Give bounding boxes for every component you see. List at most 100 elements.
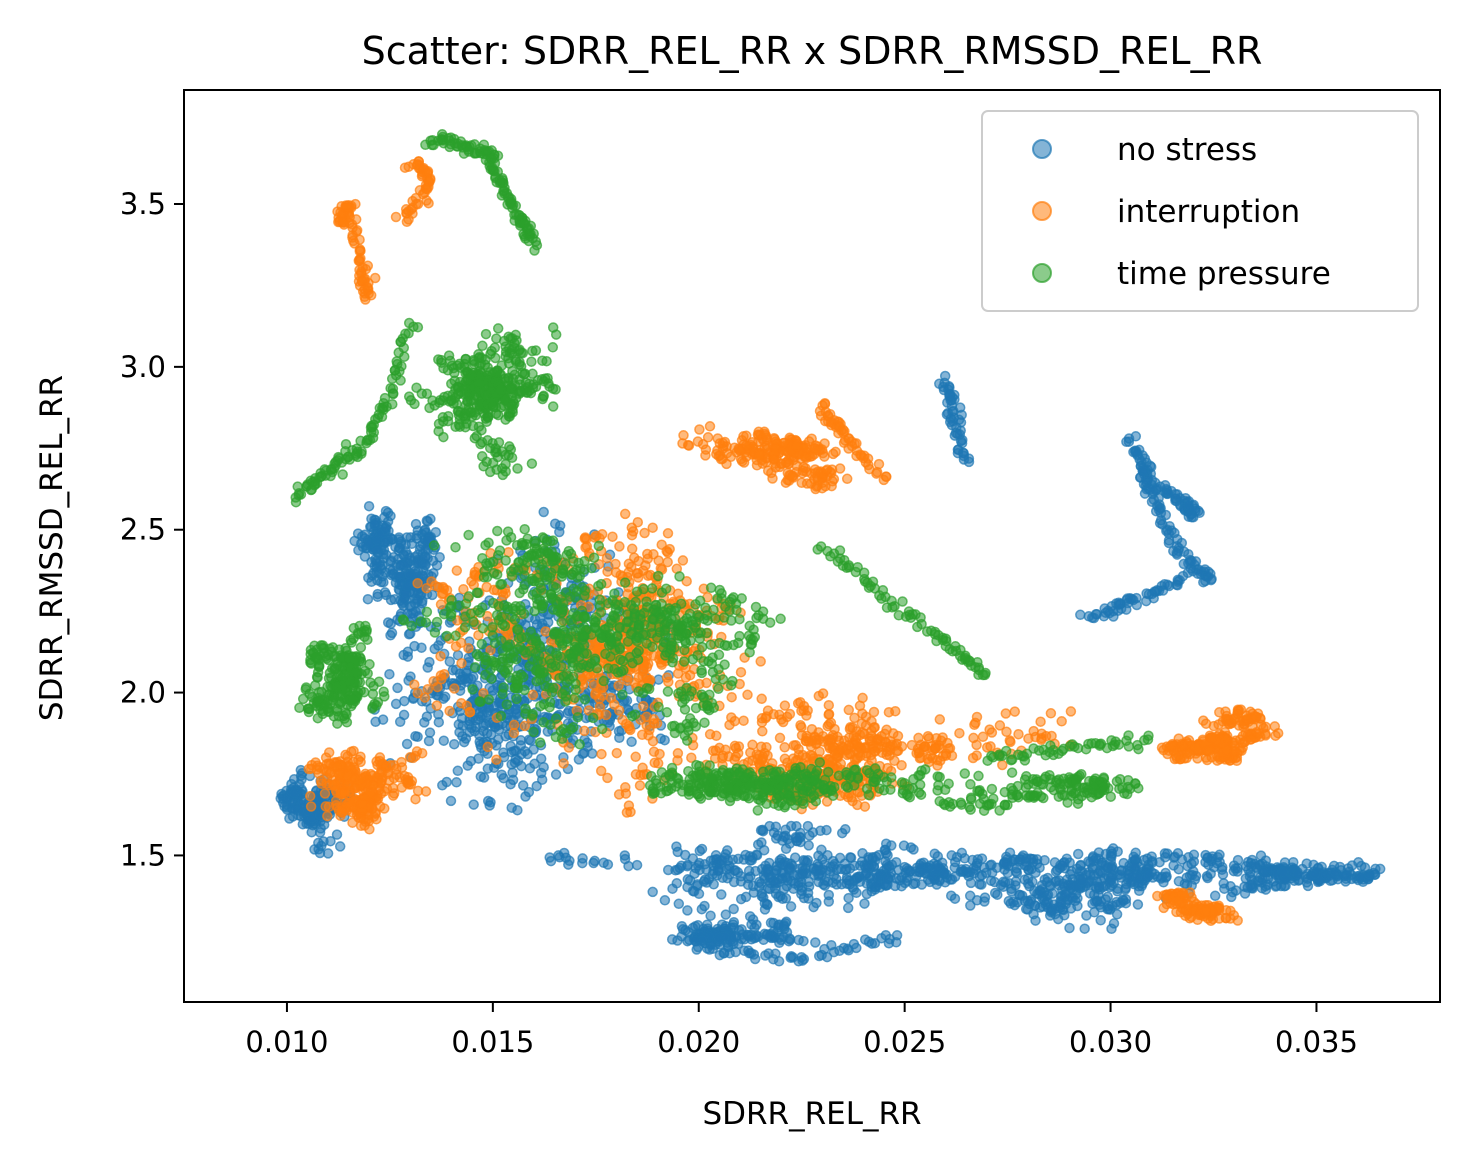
data-point (783, 458, 794, 469)
data-point (901, 875, 913, 887)
data-point (465, 673, 477, 685)
data-point (445, 795, 457, 807)
data-point (1075, 860, 1086, 871)
data-point (579, 725, 590, 737)
data-point (713, 865, 725, 876)
data-point (868, 722, 880, 733)
data-point (1154, 856, 1165, 868)
data-point (409, 679, 420, 690)
data-point (1200, 905, 1212, 917)
data-point (803, 876, 815, 888)
data-point (1106, 872, 1117, 884)
data-point (812, 858, 823, 870)
data-point (1198, 715, 1209, 726)
data-point (744, 855, 756, 866)
data-point (662, 528, 674, 539)
data-point (779, 700, 791, 711)
data-point (1176, 854, 1188, 865)
data-point (564, 855, 575, 867)
data-point (323, 747, 335, 758)
data-point (796, 888, 807, 900)
data-point (779, 742, 790, 753)
data-point (623, 558, 635, 570)
data-point (1005, 736, 1016, 748)
data-point (699, 900, 710, 912)
data-point (363, 500, 375, 512)
data-point (761, 711, 772, 722)
data-point (369, 518, 381, 530)
data-point (1150, 505, 1162, 517)
data-point (1064, 922, 1075, 934)
data-point (809, 464, 821, 475)
data-point (390, 211, 402, 223)
data-point (519, 720, 531, 732)
data-point (359, 551, 371, 562)
data-point (636, 729, 648, 741)
data-point (368, 567, 379, 579)
data-point (730, 946, 741, 958)
data-point (719, 436, 731, 448)
data-point (404, 552, 415, 564)
data-point (1107, 843, 1119, 854)
data-point (989, 876, 1000, 888)
data-point (1247, 883, 1258, 894)
data-point (377, 714, 389, 725)
data-point (468, 799, 479, 810)
data-point (716, 889, 727, 900)
data-point (770, 833, 782, 844)
data-point (720, 909, 732, 920)
data-point (421, 582, 432, 594)
data-point (1162, 748, 1173, 760)
data-point (441, 776, 452, 788)
data-point (876, 741, 888, 752)
data-point (770, 821, 782, 832)
data-point (380, 536, 391, 547)
data-point (1000, 708, 1012, 719)
data-point (563, 742, 575, 753)
data-point (452, 765, 464, 777)
data-point (671, 841, 682, 852)
data-point (638, 700, 649, 712)
data-point (723, 863, 735, 874)
data-point (406, 775, 418, 787)
data-point (1192, 753, 1203, 764)
data-point (761, 929, 772, 940)
data-point (726, 691, 737, 703)
data-point (690, 862, 702, 874)
data-point (710, 850, 722, 861)
data-point (885, 867, 897, 879)
data-point (451, 777, 462, 788)
data-point (577, 857, 588, 869)
data-point (508, 719, 520, 731)
data-point (585, 671, 596, 683)
data-point (1065, 706, 1077, 717)
data-point (1206, 732, 1218, 743)
data-point (1213, 719, 1224, 730)
data-point (447, 664, 459, 676)
data-point (798, 953, 810, 965)
data-point (456, 697, 467, 709)
data-point (1249, 858, 1261, 870)
data-point (956, 864, 967, 875)
data-point (725, 451, 737, 463)
data-point (385, 510, 396, 522)
data-point (1130, 431, 1142, 442)
data-point (1155, 873, 1167, 884)
data-point (970, 864, 982, 875)
data-point (965, 900, 976, 911)
data-point (412, 731, 423, 743)
data-point (756, 693, 767, 705)
data-point (1374, 863, 1386, 875)
data-point (1226, 891, 1237, 903)
data-point (1206, 573, 1217, 585)
data-point (371, 555, 382, 567)
data-point (732, 853, 744, 865)
data-point (385, 630, 396, 641)
data-point (623, 860, 634, 872)
data-point (336, 807, 348, 818)
data-point (1040, 730, 1052, 742)
data-point (1203, 745, 1215, 757)
data-point (803, 436, 815, 447)
data-point (1128, 851, 1139, 863)
data-point (398, 709, 410, 721)
